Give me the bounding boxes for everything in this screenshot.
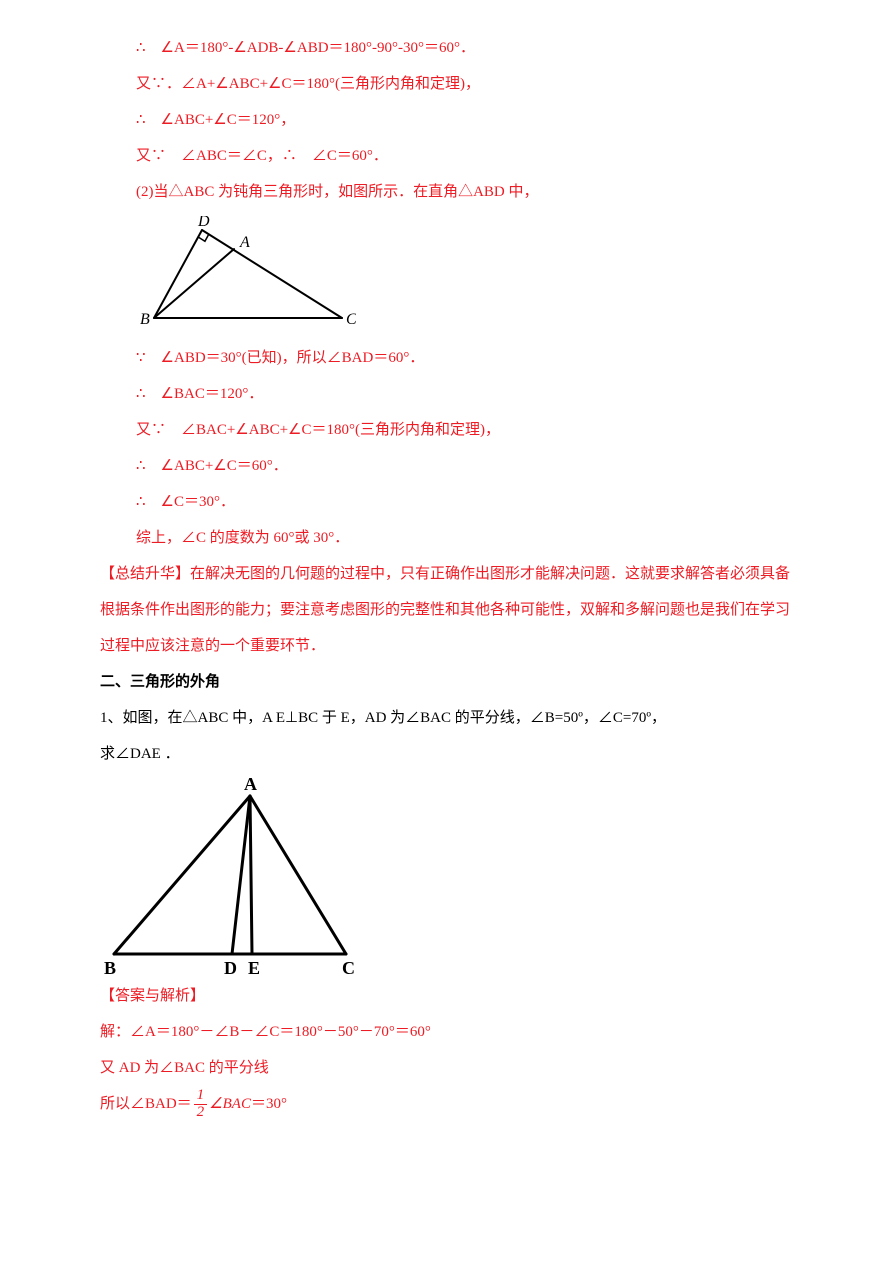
summary-paragraph: 过程中应该注意的一个重要环节． bbox=[100, 628, 828, 664]
svg-text:E: E bbox=[248, 958, 260, 976]
solution-line: ∴ ∠C＝30°． bbox=[100, 484, 828, 520]
fraction: 1 2 bbox=[194, 1088, 208, 1121]
svg-text:D: D bbox=[197, 216, 210, 230]
solution-line: 又 AD 为∠BAC 的平分线 bbox=[100, 1050, 828, 1086]
figure-triangle-obtuse: B C D A bbox=[100, 216, 828, 336]
svg-text:B: B bbox=[104, 958, 116, 976]
summary-text: 在解决无图的几何题的过程中，只有正确作出图形才能解决问题．这就要求解答者必须具备 bbox=[190, 566, 790, 582]
svg-text:D: D bbox=[224, 958, 237, 976]
svg-text:C: C bbox=[346, 311, 356, 328]
question-text: 1、如图，在△ABC 中，A E⊥BC 于 E，AD 为∠BAC 的平分线，∠B… bbox=[100, 700, 828, 736]
solution-line: 又∵．∠A+∠ABC+∠C＝180°(三角形内角和定理)， bbox=[100, 66, 828, 102]
solution-line: 又∵ ∠ABC＝∠C，∴ ∠C＝60°． bbox=[100, 138, 828, 174]
svg-text:B: B bbox=[140, 311, 150, 328]
summary-paragraph: 【总结升华】在解决无图的几何题的过程中，只有正确作出图形才能解决问题．这就要求解… bbox=[100, 556, 828, 592]
formula-prefix: 所以∠BAD＝ bbox=[100, 1086, 192, 1122]
solution-line: 又∵ ∠BAC+∠ABC+∠C＝180°(三角形内角和定理)， bbox=[100, 412, 828, 448]
svg-text:A: A bbox=[239, 234, 250, 251]
section-heading: 二、三角形的外角 bbox=[100, 664, 828, 700]
summary-paragraph: 根据条件作出图形的能力；要注意考虑图形的完整性和其他各种可能性，双解和多解问题也… bbox=[100, 592, 828, 628]
fraction-numerator: 1 bbox=[194, 1088, 208, 1104]
solution-line: ∴ ∠A＝180°-∠ADB-∠ABD＝180°-90°-30°＝60°． bbox=[100, 30, 828, 66]
question-text: 求∠DAE ． bbox=[100, 736, 828, 772]
solution-line: ∴ ∠ABC+∠C＝60°． bbox=[100, 448, 828, 484]
solution-line: ∴ ∠ABC+∠C＝120°， bbox=[100, 102, 828, 138]
summary-label: 【总结升华】 bbox=[100, 566, 190, 582]
svg-text:A: A bbox=[244, 776, 257, 794]
figure-triangle-abc: A B C DE bbox=[100, 776, 828, 976]
solution-line: ∴ ∠BAC＝120°． bbox=[100, 376, 828, 412]
solution-line-fraction: 所以∠BAD＝ 1 2 ∠BAC ＝30° bbox=[100, 1086, 828, 1122]
solution-line: ∵ ∠ABD＝30°(已知)，所以∠BAD＝60°． bbox=[100, 340, 828, 376]
fraction-denominator: 2 bbox=[194, 1104, 208, 1121]
svg-text:C: C bbox=[342, 958, 355, 976]
solution-line: 解：∠A＝180°－∠B－∠C＝180°－50°－70°＝60° bbox=[100, 1014, 828, 1050]
solution-line: (2)当△ABC 为钝角三角形时，如图所示．在直角△ABD 中， bbox=[100, 174, 828, 210]
answer-label: 【答案与解析】 bbox=[100, 978, 828, 1014]
formula-middle: ∠BAC bbox=[209, 1086, 251, 1122]
solution-line: 综上，∠C 的度数为 60°或 30°． bbox=[100, 520, 828, 556]
formula-suffix: ＝30° bbox=[251, 1086, 287, 1122]
